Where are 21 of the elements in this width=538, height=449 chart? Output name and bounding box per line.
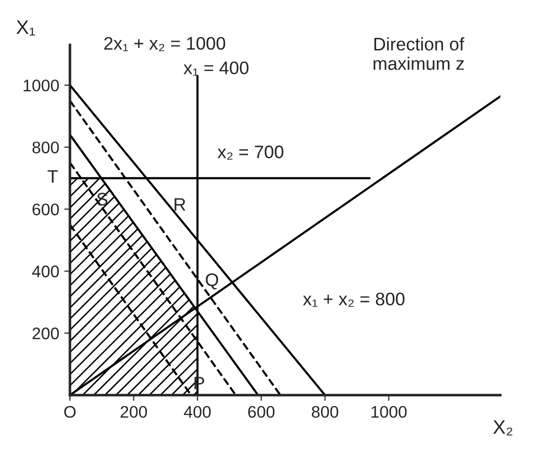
x-tick-label: 200 <box>120 406 147 418</box>
annotation: R <box>174 198 186 211</box>
x-tick-label: 600 <box>248 406 274 418</box>
annotation: x₂ = 700 <box>218 146 284 160</box>
y-tick-label: 200 <box>32 328 59 340</box>
annotation: 2x₁ + x₂ = 1000 <box>104 36 226 52</box>
x-tick-label: 1000 <box>371 406 407 418</box>
y-axis-title: X₁ <box>16 20 36 36</box>
annotation: Direction of maximum z <box>374 37 464 70</box>
annotation: Q <box>206 273 218 290</box>
text: T <box>48 170 58 183</box>
x-tick-label: 400 <box>184 406 211 418</box>
y-tick-label: 600 <box>32 204 59 216</box>
y-tick-label: 1000 <box>24 80 59 92</box>
x-tick-label: 800 <box>312 406 338 418</box>
y-tick-label: 800 <box>32 142 59 154</box>
x-axis-title: X₂ <box>493 420 512 436</box>
y-tick-label: 400 <box>32 266 59 278</box>
x-tick-label: O <box>64 406 76 418</box>
annotation: x₁ + x₂ = 800 <box>302 292 405 307</box>
annotation: x₁ = 400 <box>184 61 248 76</box>
